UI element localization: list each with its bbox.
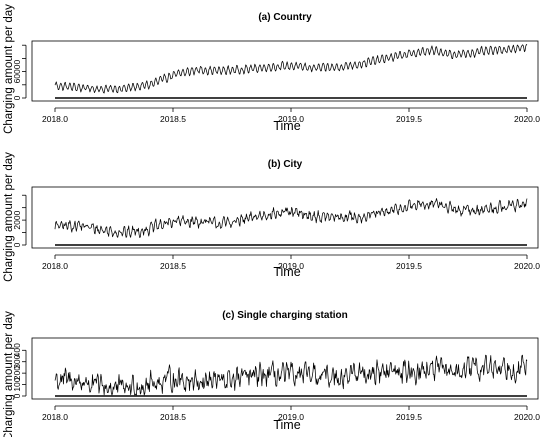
x-axis-label: Time: [273, 418, 300, 432]
y-tick-label: 0: [12, 242, 22, 247]
x-axis-label: Time: [273, 265, 300, 279]
plot-frame: [31, 186, 539, 249]
series-line: [54, 198, 528, 238]
panel-station: (c) Single charging station 2018.0 2018.5 2…: [3, 310, 540, 437]
y-tick-label: 0: [12, 393, 22, 398]
panel-city: (b) City 2018.0 2018.5 2019.0 2019.5 2020.0 Ti…: [3, 152, 540, 282]
y-tick-label: 400: [12, 343, 22, 357]
y-tick-label: 60000: [12, 60, 22, 84]
plot-frame: [31, 40, 539, 102]
x-tick-label: 2018.5: [160, 114, 186, 124]
x-tick-label: 2020.0: [514, 261, 540, 271]
plot-frame: [31, 337, 539, 400]
y-tick-label: 200: [12, 366, 22, 380]
y-tick-label: 0: [12, 95, 22, 100]
panel-country: (a) Country 2018.0 2018.5 2019.0 2019.5 2020.…: [3, 4, 540, 134]
x-tick-label: 2018.5: [160, 412, 186, 422]
y-axis-label: Charging amount per day: [3, 311, 15, 437]
chart-title: (b) City: [268, 159, 303, 170]
y-tick-label: 2000: [12, 210, 22, 229]
x-tick-label: 2018.0: [42, 261, 68, 271]
y-axis-label: Charging amount per day: [3, 152, 15, 282]
x-tick-label: 2019.0: [278, 412, 304, 422]
x-tick-label: 2018.0: [42, 114, 68, 124]
x-tick-label: 2019.5: [396, 261, 422, 271]
x-tick-label: 2019.0: [278, 261, 304, 271]
x-tick-label: 2018.5: [160, 261, 186, 271]
chart-title: (c) Single charging station: [222, 310, 348, 321]
x-axis-label: Time: [273, 119, 300, 133]
x-tick-label: 2019.5: [396, 114, 422, 124]
x-tick-label: 2020.0: [514, 412, 540, 422]
y-tick-label: 300: [12, 354, 22, 368]
x-tick-label: 2019.5: [396, 412, 422, 422]
chart-title: (a) Country: [258, 12, 312, 23]
series-line: [54, 354, 528, 396]
x-tick-label: 2018.0: [42, 412, 68, 422]
y-axis-label: Charging amount per day: [3, 4, 15, 134]
x-tick-label: 2020.0: [514, 114, 540, 124]
series-line: [54, 44, 528, 94]
y-tick-label: 100: [12, 377, 22, 391]
x-tick-label: 2019.0: [278, 114, 304, 124]
